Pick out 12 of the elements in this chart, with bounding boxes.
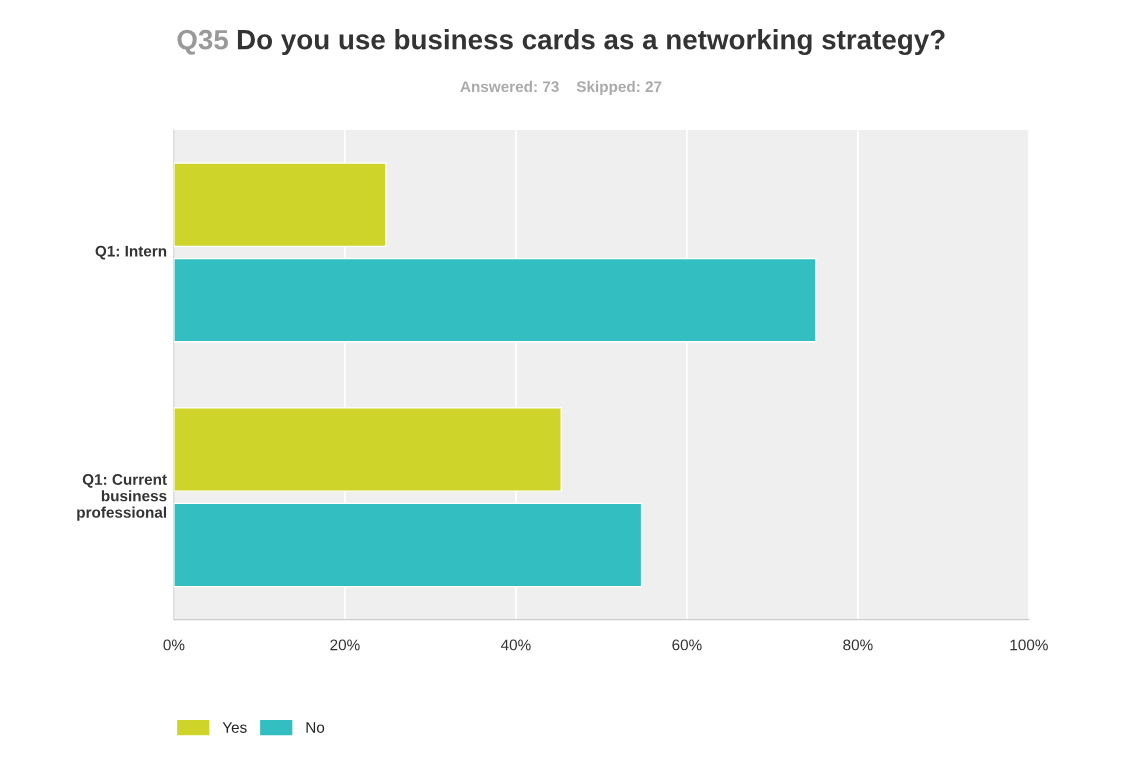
x-tick-label: 80%	[843, 639, 873, 651]
y-tick-label: Q1: Intern	[95, 245, 167, 260]
legend-label: Yes	[222, 722, 247, 733]
x-tick-label: 0%	[163, 639, 185, 651]
y-tick-label: Q1: Current business professional	[77, 474, 167, 521]
x-tick-label: 60%	[672, 639, 702, 651]
x-tick-label: 20%	[330, 639, 360, 651]
legend-label: No	[306, 722, 325, 733]
chart-subtitle: Answered: 73 Skipped: 27	[460, 80, 662, 96]
x-tick-label: 40%	[500, 639, 531, 651]
x-tick-label: 100%	[1010, 639, 1048, 651]
chart-title: Q35 Do you use business cards as a networking strategy?	[177, 29, 945, 56]
